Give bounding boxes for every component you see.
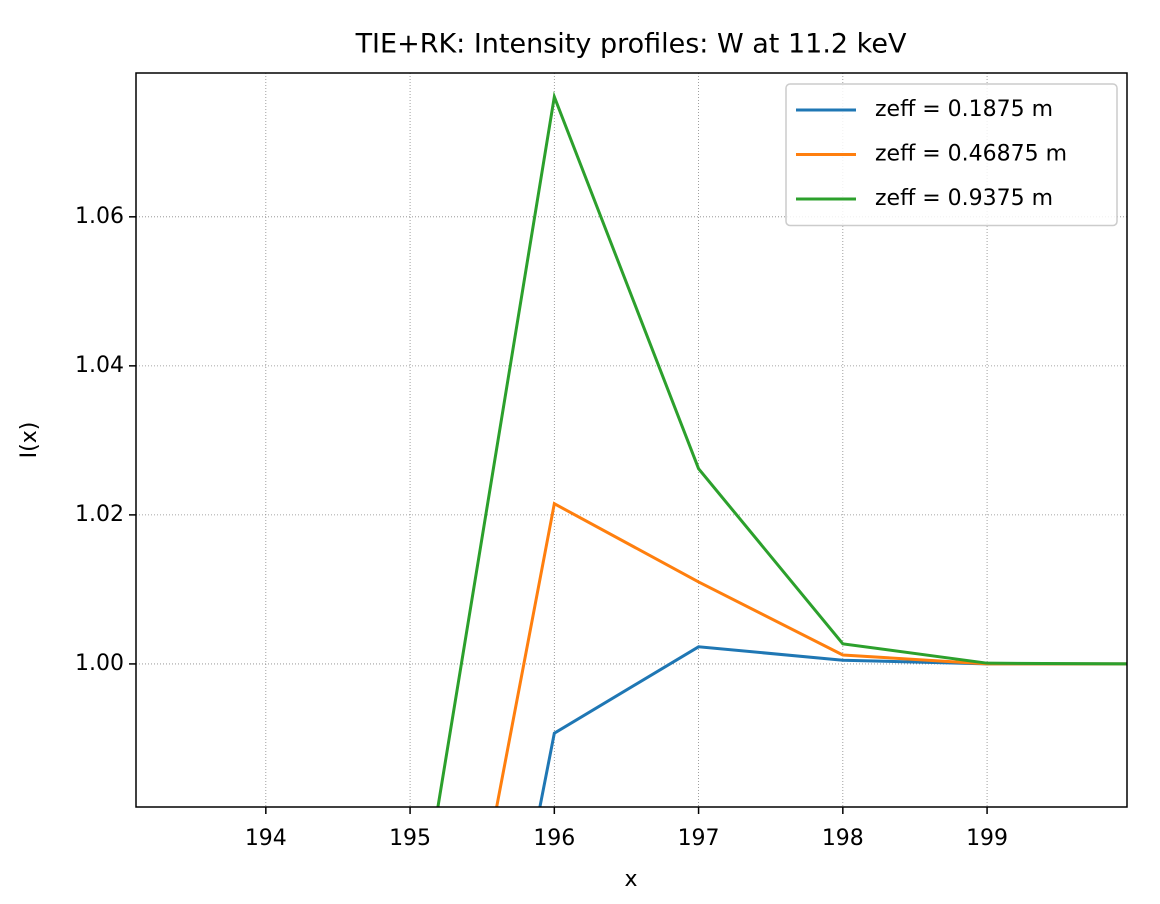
plot-lines [436, 91, 1127, 807]
legend: zeff = 0.1875 m zeff = 0.46875 m zeff = 0.… [785, 83, 1118, 227]
x-tick-label: 199 [966, 826, 1008, 851]
y-axis-label: I(x) [17, 422, 42, 459]
grid [136, 73, 1127, 807]
axes: 194 195 196 197 198 199 1.00 1.02 1.04 1.06 [75, 204, 1008, 851]
chart-title: TIE+RK: Intensity profiles: W at 11.2 ke… [355, 29, 907, 60]
x-tick-label: 194 [245, 826, 287, 851]
legend-label: zeff = 0.46875 m [875, 142, 1067, 167]
x-axis-label: x [624, 867, 637, 892]
x-tick-label: 197 [678, 826, 720, 851]
series-line [436, 91, 1127, 807]
y-tick-label: 1.02 [75, 502, 124, 527]
legend-label: zeff = 0.9375 m [875, 186, 1053, 211]
series-line [495, 501, 1127, 807]
y-tick-label: 1.04 [75, 353, 124, 378]
x-tick-label: 196 [533, 826, 575, 851]
legend-label: zeff = 0.1875 m [875, 97, 1053, 122]
plot-frame [135, 72, 1128, 808]
legend-box [785, 83, 1118, 227]
y-tick-label: 1.00 [75, 651, 124, 676]
x-tick-label: 195 [389, 826, 431, 851]
y-tick-label: 1.06 [75, 204, 124, 229]
x-tick-label: 198 [822, 826, 864, 851]
